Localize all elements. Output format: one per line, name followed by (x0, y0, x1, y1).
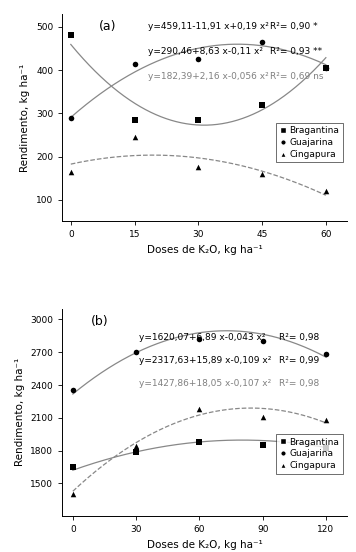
Point (323, 63, 329, 72)
Text: y=290,46+8,63 x-0,11 x²: y=290,46+8,63 x-0,11 x² (148, 47, 263, 56)
Point (68, 31, 74, 40)
Point (260, 412, 266, 421)
Point (133, 447, 139, 456)
Text: y=2317,63+15,89 x-0,109 x²: y=2317,63+15,89 x-0,109 x² (139, 356, 272, 365)
Point (260, 337, 266, 346)
Text: y=1427,86+18,05 x-0,107 x²: y=1427,86+18,05 x-0,107 x² (139, 379, 271, 388)
Text: R²= 0,98: R²= 0,98 (279, 333, 319, 342)
Point (195, 55, 201, 63)
Text: (b): (b) (91, 315, 109, 328)
Text: R²= 0,98: R²= 0,98 (279, 379, 319, 388)
Point (197, 335, 202, 343)
Point (259, 169, 265, 178)
Point (132, 115, 137, 124)
Point (197, 405, 202, 413)
Point (197, 437, 202, 446)
X-axis label: Doses de K₂O, kg ha⁻¹: Doses de K₂O, kg ha⁻¹ (147, 245, 263, 255)
Text: R²= 0,93 **: R²= 0,93 ** (270, 47, 322, 56)
Legend: Bragantina, Guajarina, Cingapura: Bragantina, Guajarina, Cingapura (276, 434, 342, 474)
Point (323, 350, 329, 359)
Point (133, 348, 139, 357)
Point (323, 444, 329, 453)
Point (323, 63, 329, 72)
Point (133, 442, 139, 450)
Point (323, 187, 329, 195)
Legend: Bragantina, Guajarina, Cingapura: Bragantina, Guajarina, Cingapura (276, 123, 342, 162)
Text: R²= 0,69 ns: R²= 0,69 ns (270, 72, 324, 81)
Text: (a): (a) (99, 20, 117, 33)
Point (260, 440, 266, 449)
Point (68, 113, 74, 122)
Point (323, 416, 329, 424)
Text: y=1620,07+6,89 x-0,043 x²: y=1620,07+6,89 x-0,043 x² (139, 333, 266, 342)
Text: y=459,11-11,91 x+0,19 x²: y=459,11-11,91 x+0,19 x² (148, 22, 269, 31)
Text: R²= 0,90 *: R²= 0,90 * (270, 22, 318, 31)
Point (132, 132, 137, 141)
Y-axis label: Rendimento, kg ha⁻¹: Rendimento, kg ha⁻¹ (15, 358, 25, 466)
Text: y=182,39+2,16 x-0,056 x²: y=182,39+2,16 x-0,056 x² (148, 72, 268, 81)
Point (68, 167, 74, 176)
Point (195, 115, 201, 124)
Point (132, 59, 137, 68)
Point (195, 163, 201, 172)
Point (70, 463, 76, 471)
Y-axis label: Rendimento, kg ha⁻¹: Rendimento, kg ha⁻¹ (20, 63, 31, 172)
Point (70, 490, 76, 498)
X-axis label: Doses de K₂O, kg ha⁻¹: Doses de K₂O, kg ha⁻¹ (147, 540, 263, 550)
Point (259, 38, 265, 46)
Text: R²= 0,99: R²= 0,99 (279, 356, 319, 365)
Point (259, 100, 265, 109)
Point (70, 386, 76, 395)
